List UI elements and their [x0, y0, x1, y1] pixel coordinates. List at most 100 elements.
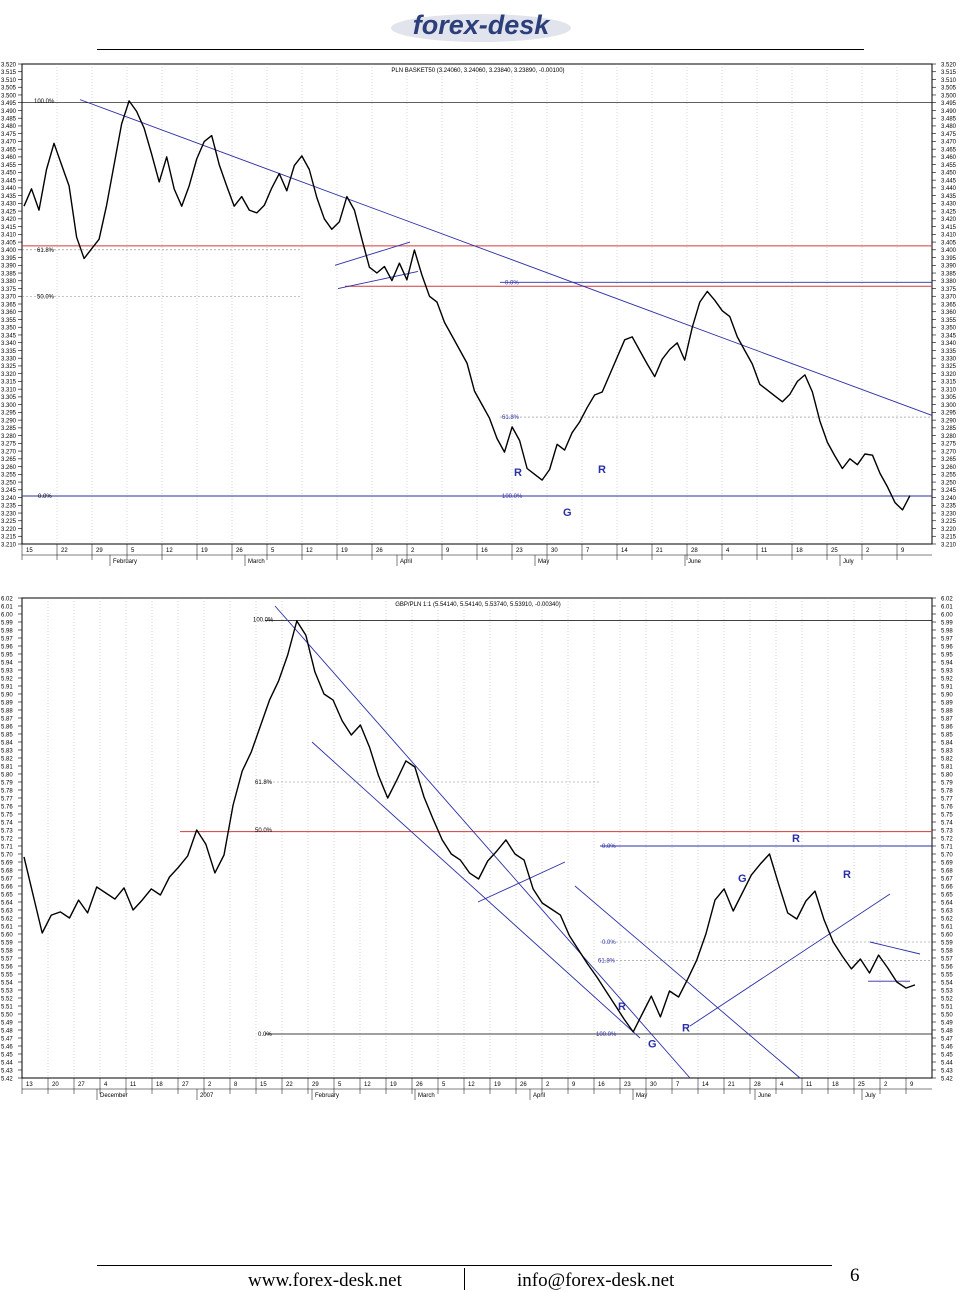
y-tick-label-right: 3.210 [941, 542, 957, 548]
x-day-label: 26 [416, 1082, 423, 1088]
x-month-label: March [418, 1093, 435, 1099]
y-tick-label-right: 5.79 [941, 780, 953, 786]
plot-frame [21, 597, 933, 1079]
y-tick-label-right: 3.455 [941, 163, 957, 169]
y-tick-label-right: 5.92 [941, 676, 953, 682]
y-tick-label-left: 3.320 [1, 372, 17, 378]
x-day-label: 9 [901, 548, 905, 554]
y-tick-label-right: 3.465 [941, 147, 957, 153]
y-tick-label-left: 5.61 [1, 924, 13, 930]
y-tick-label-left: 5.96 [1, 644, 13, 650]
green-marker: G [738, 873, 747, 885]
y-tick-label-left: 5.63 [1, 908, 13, 914]
y-tick-label-right: 5.53 [941, 988, 953, 994]
y-tick-label-right: 3.345 [941, 333, 957, 339]
y-tick-label-left: 3.250 [1, 480, 17, 486]
y-tick-label-left: 3.260 [1, 465, 17, 471]
y-tick-label-left: 3.425 [1, 209, 17, 215]
y-tick-label-left: 3.340 [1, 341, 17, 347]
y-tick-label-right: 3.225 [941, 519, 957, 525]
y-tick-label-right: 5.96 [941, 644, 953, 650]
y-tick-label-left: 5.42 [1, 1076, 13, 1082]
y-tick-label-left: 3.285 [1, 426, 17, 432]
y-tick-label-left: 5.62 [1, 916, 13, 922]
y-tick-label-left: 5.98 [1, 628, 13, 634]
y-tick-label-left: 3.275 [1, 442, 17, 448]
x-day-label: 27 [78, 1082, 85, 1088]
y-tick-label-right: 3.330 [941, 356, 957, 362]
y-tick-label-left: 5.86 [1, 724, 13, 730]
y-tick-label-right: 3.410 [941, 233, 957, 239]
y-tick-label-left: 3.220 [1, 527, 17, 533]
y-tick-label-left: 3.400 [1, 248, 17, 254]
y-tick-label-right: 3.230 [941, 511, 957, 517]
y-tick-label-right: 3.250 [941, 480, 957, 486]
y-tick-label-right: 3.240 [941, 496, 957, 502]
y-tick-label-right: 5.44 [941, 1060, 953, 1066]
y-tick-label-right: 3.405 [941, 240, 957, 246]
fib-level-label: 100.0% [253, 618, 274, 624]
y-tick-label-right: 3.480 [941, 124, 957, 130]
y-tick-label-right: 3.355 [941, 318, 957, 324]
y-tick-label-left: 3.500 [1, 93, 17, 99]
page-footer: www.forex-desk.net info@forex-desk.net 6 [0, 1258, 960, 1291]
y-tick-label-left: 5.52 [1, 996, 13, 1002]
y-tick-label-right: 5.64 [941, 900, 953, 906]
y-tick-label-left: 5.50 [1, 1012, 13, 1018]
y-tick-label-left: 3.485 [1, 116, 17, 122]
y-tick-label-left: 5.99 [1, 620, 13, 626]
x-day-label: 26 [520, 1082, 527, 1088]
y-tick-label-left: 5.47 [1, 1036, 13, 1042]
y-tick-label-right: 5.54 [941, 980, 953, 986]
y-tick-label-right: 5.82 [941, 756, 953, 762]
forex-desk-logo: forex-desk [391, 10, 571, 42]
x-day-label: 12 [306, 548, 313, 554]
footer-separator [464, 1268, 465, 1290]
y-tick-label-left: 5.79 [1, 780, 13, 786]
x-day-label: 4 [104, 1082, 108, 1088]
y-tick-label-left: 3.420 [1, 217, 17, 223]
y-tick-label-left: 5.93 [1, 668, 13, 674]
y-tick-label-left: 3.325 [1, 364, 17, 370]
fib-level-label: 100.0% [34, 99, 55, 105]
trend-line [869, 941, 921, 955]
y-tick-label-right: 6.00 [941, 612, 953, 618]
y-tick-label-right: 5.76 [941, 804, 953, 810]
y-tick-label-left: 5.85 [1, 732, 13, 738]
y-tick-label-left: 5.97 [1, 636, 13, 642]
y-tick-label-right: 5.99 [941, 620, 953, 626]
footer-website-link[interactable]: www.forex-desk.net [248, 1270, 402, 1291]
y-tick-label-left: 5.89 [1, 700, 13, 706]
footer-email-link[interactable]: info@forex-desk.net [517, 1270, 675, 1291]
resistance-marker: R [682, 1023, 690, 1035]
x-month-label: March [248, 559, 265, 565]
y-tick-label-left: 3.390 [1, 264, 17, 270]
x-day-label: 2 [546, 1082, 550, 1088]
x-month-label: June [688, 559, 702, 565]
x-month-label: April [400, 559, 412, 565]
y-tick-label-right: 3.415 [941, 225, 957, 231]
y-tick-label-right: 5.68 [941, 868, 953, 874]
y-tick-label-left: 3.515 [1, 70, 17, 76]
y-tick-label-right: 5.48 [941, 1028, 953, 1034]
y-tick-label-left: 5.54 [1, 980, 13, 986]
y-tick-label-right: 3.490 [941, 109, 957, 115]
y-tick-label-left: 3.265 [1, 457, 17, 463]
y-tick-label-right: 3.470 [941, 140, 957, 146]
y-tick-label-left: 3.380 [1, 279, 17, 285]
y-tick-label-left: 3.450 [1, 171, 17, 177]
y-tick-label-right: 5.62 [941, 916, 953, 922]
y-tick-label-right: 5.51 [941, 1004, 953, 1010]
x-month-label: 2007 [200, 1093, 214, 1099]
y-tick-label-right: 5.97 [941, 636, 953, 642]
y-tick-label-left: 3.370 [1, 295, 17, 301]
y-tick-label-left: 5.74 [1, 820, 13, 826]
y-tick-label-left: 3.255 [1, 473, 17, 479]
y-tick-label-right: 3.335 [941, 349, 957, 355]
y-tick-label-right: 5.60 [941, 932, 953, 938]
y-tick-label-left: 5.53 [1, 988, 13, 994]
x-month-label: April [533, 1093, 545, 1099]
fib-level-label: 61.8% [255, 780, 273, 786]
y-tick-label-right: 5.61 [941, 924, 953, 930]
gbp-pln-chart: 5.42 5.42 5.43 5.43 5.44 5.44 5.45 5.45 5.46 5.46… [1, 596, 953, 1100]
